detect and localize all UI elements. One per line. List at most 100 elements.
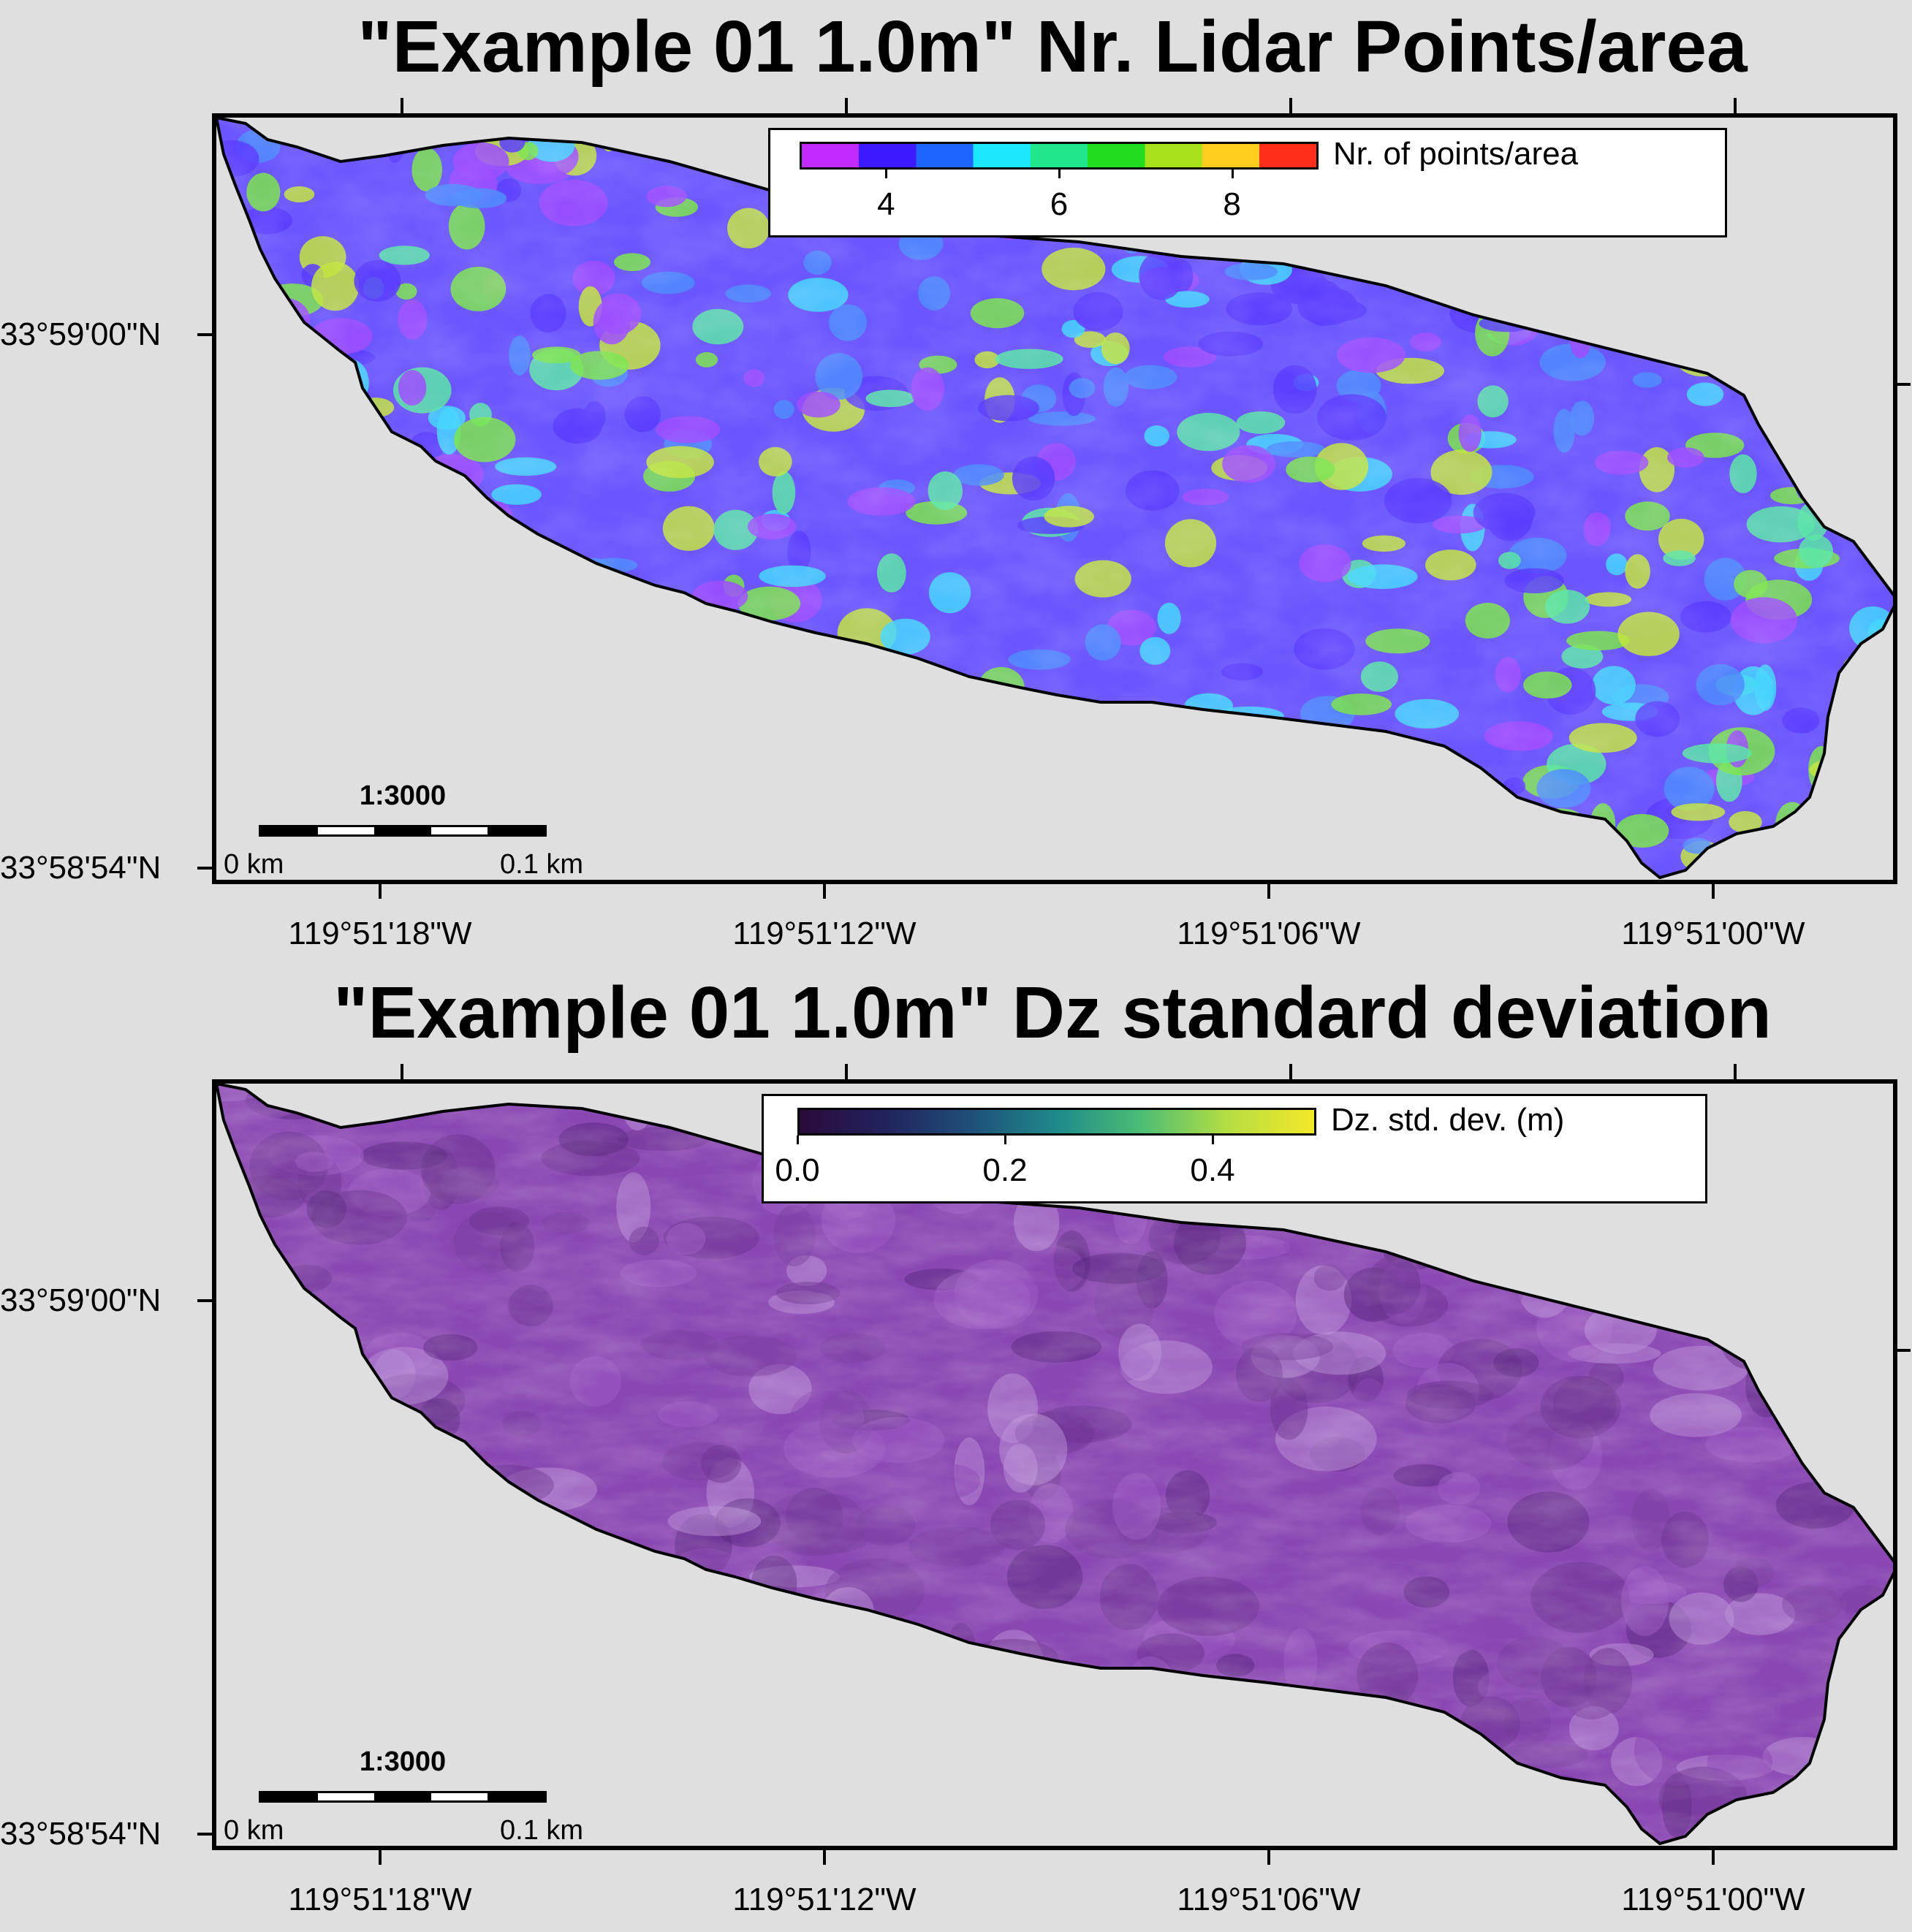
raster-cell	[263, 337, 305, 360]
raster-cell	[1859, 1811, 1893, 1844]
raster-cell	[1265, 740, 1305, 769]
raster-cell	[1810, 210, 1858, 237]
raster-cell	[1672, 279, 1696, 295]
raster-cell	[1852, 1382, 1893, 1428]
scale-label-left: 0 km	[224, 849, 284, 880]
scale-bar	[259, 825, 547, 837]
raster-cell	[332, 1390, 395, 1431]
raster-cell	[1199, 748, 1246, 794]
raster-cell	[936, 713, 996, 729]
raster-cell	[255, 593, 317, 633]
map-frame: Dz. std. dev. (m) 0.0 0.2 0.4 1:3000 0 km …	[212, 1079, 1897, 1850]
raster-cell	[580, 1610, 653, 1657]
raster-cell	[216, 1355, 287, 1402]
raster-cell	[1079, 756, 1134, 791]
raster-cell	[1828, 472, 1869, 506]
raster-cell	[1776, 397, 1841, 438]
raster-cell	[1592, 1222, 1680, 1254]
raster-cell	[661, 847, 713, 878]
lat-label: 33°58'54"N	[0, 850, 162, 886]
raster-cell	[605, 1685, 650, 1714]
raster-cell	[1205, 1795, 1240, 1829]
raster-cell	[632, 599, 686, 621]
raster-cell	[1877, 1811, 1893, 1844]
scale-ratio: 1:3000	[359, 1746, 447, 1777]
lon-label: 119°51'12"W	[732, 916, 917, 951]
raster-cell	[620, 669, 644, 708]
raster-cell	[844, 1762, 892, 1790]
raster-cell	[289, 602, 341, 644]
frame-tick	[1734, 1064, 1737, 1080]
colorbar-tick	[885, 170, 888, 178]
map-canvas-points	[216, 118, 1893, 880]
raster-cell	[629, 1657, 663, 1708]
raster-cell	[216, 1442, 274, 1494]
raster-cell	[1219, 800, 1261, 831]
raster-cell	[497, 724, 536, 768]
raster-cell	[1870, 1684, 1893, 1716]
raster-cell	[1817, 304, 1873, 319]
frame-tick	[823, 883, 826, 899]
frame-tick	[1896, 383, 1911, 386]
raster-cell	[1319, 1723, 1421, 1765]
raster-cell	[270, 1494, 355, 1535]
raster-cell	[1631, 289, 1670, 309]
raster-cell	[1392, 840, 1422, 859]
raster-cell	[944, 707, 977, 723]
raster-cell	[297, 1610, 344, 1640]
raster-cell	[298, 699, 341, 717]
raster-cell	[674, 730, 739, 777]
raster-cell	[243, 1597, 306, 1659]
raster-cell	[1776, 440, 1842, 460]
raster-cell	[1145, 1757, 1221, 1787]
raster-cell	[599, 1775, 633, 1828]
raster-cell	[1858, 440, 1893, 461]
raster-cell	[845, 1660, 929, 1697]
raster-cell	[319, 375, 366, 424]
raster-cell	[430, 1804, 509, 1836]
raster-cell	[285, 591, 339, 612]
raster-cell	[308, 1409, 409, 1472]
lat-label: 33°59'00"N	[0, 316, 162, 352]
raster-cell	[667, 1646, 703, 1678]
raster-cell	[1561, 1202, 1646, 1250]
raster-cell	[318, 656, 366, 700]
raster-cell	[1074, 828, 1142, 853]
colorbar-tick	[1004, 1136, 1006, 1144]
raster-cell	[317, 832, 349, 877]
raster-cell	[1280, 1757, 1357, 1787]
raster-cell	[1852, 368, 1893, 417]
scale-ratio: 1:3000	[359, 780, 447, 811]
frame-tick	[401, 1064, 403, 1080]
raster-cell	[693, 652, 735, 697]
frame-tick	[1712, 1849, 1715, 1865]
raster-cell	[216, 1252, 232, 1282]
raster-cell	[502, 753, 550, 795]
raster-cell	[1388, 786, 1420, 820]
colorbar-tick	[1212, 1136, 1214, 1144]
raster-cell	[783, 1594, 818, 1659]
raster-cell	[1838, 351, 1886, 395]
raster-cell	[1667, 1206, 1750, 1254]
raster-cell	[1465, 808, 1502, 853]
raster-cell	[1862, 249, 1893, 278]
raster-cell	[737, 659, 778, 679]
raster-cell	[346, 560, 414, 598]
raster-cell	[531, 754, 572, 800]
raster-cell	[782, 824, 808, 844]
raster-cell	[1718, 1218, 1760, 1258]
colorbar-tick	[797, 1136, 799, 1144]
raster-cell	[492, 544, 533, 578]
raster-cell	[1870, 1387, 1893, 1442]
raster-cell	[1663, 269, 1716, 300]
raster-cell	[1474, 271, 1509, 299]
raster-cell	[216, 322, 235, 354]
raster-cell	[1878, 459, 1893, 495]
raster-cell	[1145, 832, 1197, 862]
raster-cell	[1169, 1811, 1222, 1844]
raster-cell	[917, 767, 949, 809]
raster-cell	[448, 640, 482, 688]
frame-tick	[1289, 98, 1292, 114]
raster-cell	[797, 655, 865, 670]
raster-cell	[1313, 1703, 1409, 1734]
